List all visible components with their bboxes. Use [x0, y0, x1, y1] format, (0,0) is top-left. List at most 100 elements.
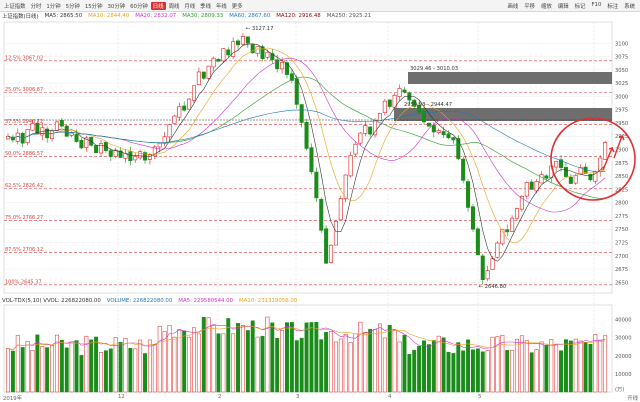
candle-body-93 — [461, 158, 466, 181]
fib-label-0: 12.5% 3067.02 — [5, 55, 43, 61]
ma-legend-item-7: MA250: 2925.21 — [326, 12, 372, 19]
tab-11[interactable]: 年线 — [215, 3, 227, 10]
candle-body-22 — [113, 149, 118, 157]
candle-body-42 — [211, 57, 216, 68]
candle-body-37 — [187, 98, 192, 110]
candle-body-16 — [84, 137, 89, 148]
candle-body-122 — [603, 142, 608, 160]
candle-body-73 — [363, 125, 368, 134]
candle-body-6 — [35, 122, 40, 134]
candle-body-96 — [475, 228, 480, 256]
candle-body-74 — [368, 126, 373, 135]
candle-body-30 — [152, 146, 157, 157]
date-axis: 2019年 12 2 3 4 5 — [0, 394, 640, 402]
candle-body-78 — [387, 99, 392, 107]
candle-body-63 — [314, 171, 319, 199]
volume-bar-115 — [568, 340, 573, 393]
candle-body-11 — [59, 120, 64, 127]
candle-body-45 — [226, 49, 231, 56]
volume-tick-0: 40000 — [615, 318, 632, 324]
tool-item-2[interactable]: 缩放 — [541, 3, 552, 10]
candle-body-38 — [191, 85, 196, 101]
tab-1[interactable]: 分时 — [30, 3, 42, 10]
tab-10[interactable]: 季线 — [200, 3, 211, 10]
tab-5[interactable]: 30分钟 — [107, 3, 126, 10]
tool-item-3[interactable]: 编辑 — [557, 3, 569, 10]
date-label-3: 3 — [296, 394, 300, 400]
candle-body-100 — [495, 242, 500, 258]
tool-item-7[interactable]: 系统 — [624, 3, 635, 10]
arrow-up-icon — [602, 146, 615, 171]
candle-body-95 — [470, 206, 475, 230]
price-tick-13: 2775 — [615, 214, 628, 220]
vol-legend-item-1: VOLUME: 226822080.00 — [106, 298, 173, 304]
volume-bar-7 — [40, 346, 45, 393]
tool-item-6[interactable]: 标注 — [607, 3, 619, 10]
date-label-5: 5 — [478, 394, 482, 400]
candle-body-58 — [289, 73, 294, 81]
volume-bar-81 — [402, 334, 407, 393]
candle-body-64 — [319, 199, 324, 231]
volume-bar-55 — [275, 338, 280, 393]
low-label: ← 2646.80 — [479, 284, 506, 290]
zone-label-1: 3029.46 - 3010.03 — [410, 66, 458, 72]
date-label-0: 2019年 — [3, 396, 23, 402]
candle-body-104 — [514, 208, 520, 219]
volume-bar-37 — [187, 336, 192, 393]
candle-body-110 — [544, 175, 549, 179]
volume-bar-28 — [143, 353, 148, 393]
date-label-1: 12 — [118, 394, 125, 400]
corner-button[interactable]: 开线 — [627, 396, 638, 402]
candle-body-106 — [524, 182, 529, 197]
tab-3[interactable]: 5分钟 — [65, 3, 80, 10]
volume-bar-45 — [226, 318, 231, 393]
candle-body-51 — [255, 46, 260, 54]
tab-12[interactable]: 更多 — [231, 3, 243, 10]
candle-body-112 — [554, 160, 559, 168]
candle-body-86 — [426, 122, 431, 127]
volume-bar-82 — [407, 354, 412, 393]
fib-label-2: 37.5% 2946.72 — [5, 119, 43, 125]
volume-bar-14 — [74, 340, 79, 393]
candle-body-31 — [157, 142, 162, 148]
volume-bar-62 — [309, 322, 314, 393]
volume-bar-8 — [45, 347, 50, 393]
tab-6[interactable]: 60分钟 — [130, 3, 148, 10]
volume-bar-57 — [285, 322, 289, 393]
volume-bar-3 — [20, 347, 25, 393]
candle-body-20 — [103, 141, 108, 151]
candle-body-98 — [485, 270, 490, 280]
volume-bar-70 — [348, 342, 353, 393]
volume-bar-30 — [152, 344, 157, 393]
candle-body-9 — [50, 130, 55, 140]
candle-body-39 — [196, 71, 201, 86]
volume-bar-113 — [559, 350, 564, 393]
candle-body-84 — [417, 104, 422, 113]
tool-item-4[interactable]: 标记 — [574, 3, 586, 10]
fib-label-1: 25.0% 3006.87 — [5, 87, 43, 93]
candle-body-67 — [333, 220, 338, 246]
tool-item-5[interactable]: F10 — [591, 1, 602, 8]
volume-bar-77 — [382, 337, 387, 393]
tool-item-1[interactable]: 平移 — [524, 3, 536, 10]
tab-4[interactable]: 15分钟 — [84, 3, 103, 10]
tab-0[interactable]: 上证指数 — [4, 3, 26, 10]
candle-body-49 — [245, 36, 250, 44]
tab-9[interactable]: 月线 — [184, 3, 196, 10]
ma-legend-item-3: MA20: 2832.07 — [135, 12, 177, 19]
volume-bar-53 — [265, 316, 270, 393]
volume-bar-52 — [260, 335, 265, 393]
tab-2[interactable]: 1分钟 — [46, 3, 61, 10]
candle-body-87 — [431, 125, 436, 133]
tab-7[interactable]: 日线 — [150, 1, 166, 10]
volume-bar-39 — [196, 333, 201, 393]
candle-body-75 — [373, 120, 378, 136]
price-tick-4: 3000 — [615, 94, 628, 100]
volume-bar-110 — [544, 344, 549, 393]
volume-unit: (万) — [615, 386, 624, 393]
highlight-circle — [550, 117, 636, 201]
ma-legend-item-5: MA60: 2867.60 — [229, 12, 271, 19]
tool-item-0[interactable]: 画线 — [507, 3, 519, 10]
tab-8[interactable]: 周线 — [168, 3, 180, 10]
